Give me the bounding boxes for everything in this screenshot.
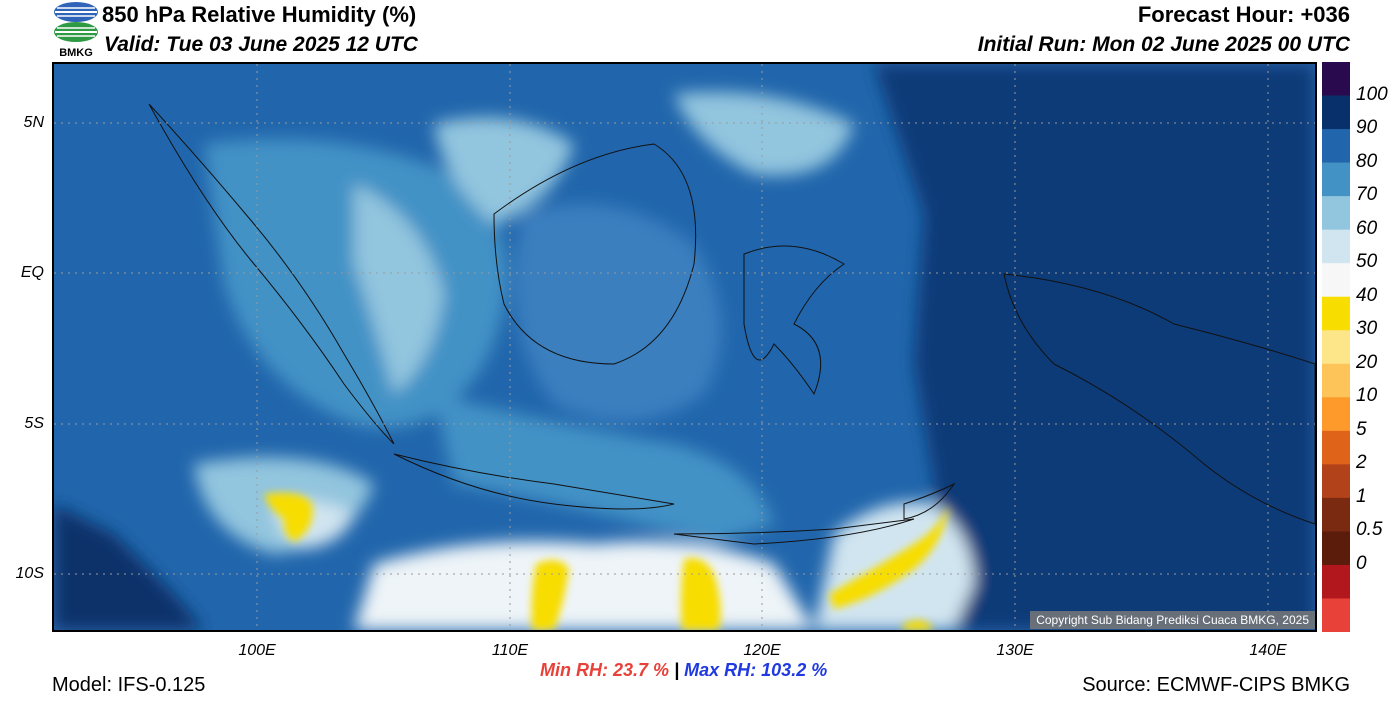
- lon-label-110e: 110E: [491, 642, 529, 659]
- colorbar-label: 100: [1356, 83, 1388, 105]
- initial-run: Initial Run: Mon 02 June 2025 00 UTC: [977, 33, 1350, 56]
- colorbar-swatch: [1322, 464, 1350, 499]
- colorbar-swatch: [1322, 497, 1350, 532]
- lat-label-eq: EQ: [20, 264, 44, 281]
- colorbar-label: 50: [1356, 251, 1378, 273]
- colorbar-swatch: [1322, 330, 1350, 365]
- coastlines: [148, 103, 1315, 545]
- colorbar-swatch: [1322, 397, 1350, 432]
- colorbar-swatch: [1322, 196, 1350, 231]
- colorbar-label: 60: [1356, 217, 1378, 239]
- graticule: [54, 64, 1315, 630]
- bmkg-logo: [52, 0, 100, 62]
- lon-label-140e: 140E: [1249, 642, 1287, 659]
- humidity-field: [54, 64, 1315, 630]
- colorbar-label: 0.5: [1356, 519, 1383, 541]
- colorbar-label: 80: [1356, 150, 1378, 172]
- colorbar-swatch: [1322, 598, 1350, 633]
- colorbar-swatch: [1322, 129, 1350, 164]
- lat-label-5n: 5N: [23, 114, 44, 131]
- logo-text: BMKG: [59, 47, 93, 59]
- forecast-hour: Forecast Hour: +036: [1137, 2, 1350, 27]
- colorbar-label: 2: [1356, 452, 1367, 474]
- source-label: Source: ECMWF-CIPS BMKG: [1082, 674, 1350, 696]
- colorbar-swatch: [1322, 531, 1350, 566]
- colorbar-label: 30: [1356, 318, 1378, 340]
- model-label: Model: IFS-0.125: [52, 674, 206, 696]
- max-rh-value: 103.2 %: [761, 660, 828, 680]
- colorbar-label: 90: [1356, 117, 1378, 139]
- colorbar-label: 10: [1356, 385, 1378, 407]
- colorbar-swatch: [1322, 363, 1350, 398]
- rh-stats: Min RH: 23.7 % | Max RH: 103.2 %: [540, 660, 827, 681]
- colorbar-swatch: [1322, 296, 1350, 331]
- colorbar-label: 40: [1356, 284, 1378, 306]
- chart-title: 850 hPa Relative Humidity (%): [102, 2, 417, 27]
- copyright-note: Copyright Sub Bidang Prediksi Cuaca BMKG…: [1030, 611, 1315, 629]
- valid-time: Valid: Tue 03 June 2025 12 UTC: [104, 33, 418, 56]
- colorbar-label: 5: [1356, 418, 1367, 440]
- min-rh-value: 23.7 %: [613, 660, 670, 680]
- colorbar-swatch: [1322, 263, 1350, 298]
- colorbar-swatch: [1322, 564, 1350, 599]
- colorbar-label: 1: [1356, 485, 1367, 507]
- humidity-map: [52, 62, 1317, 632]
- colorbar-label: 20: [1356, 351, 1378, 373]
- colorbar-swatch: [1322, 162, 1350, 197]
- lat-label-5s: 5S: [24, 415, 44, 432]
- max-rh-label: Max RH:: [684, 660, 757, 680]
- lon-label-130e: 130E: [996, 642, 1034, 659]
- colorbar: [1322, 62, 1350, 633]
- colorbar-label: 0: [1356, 552, 1367, 574]
- lon-label-120e: 120E: [743, 642, 781, 659]
- dry-patches: [264, 492, 949, 630]
- min-rh-label: Min RH:: [540, 660, 608, 680]
- stats-separator: |: [674, 660, 680, 680]
- colorbar-swatch: [1322, 62, 1350, 97]
- lat-label-10s: 10S: [15, 565, 44, 582]
- colorbar-swatch: [1322, 95, 1350, 130]
- lon-label-100e: 100E: [238, 642, 276, 659]
- colorbar-swatch: [1322, 229, 1350, 264]
- colorbar-label: 70: [1356, 184, 1378, 206]
- colorbar-swatch: [1322, 430, 1350, 465]
